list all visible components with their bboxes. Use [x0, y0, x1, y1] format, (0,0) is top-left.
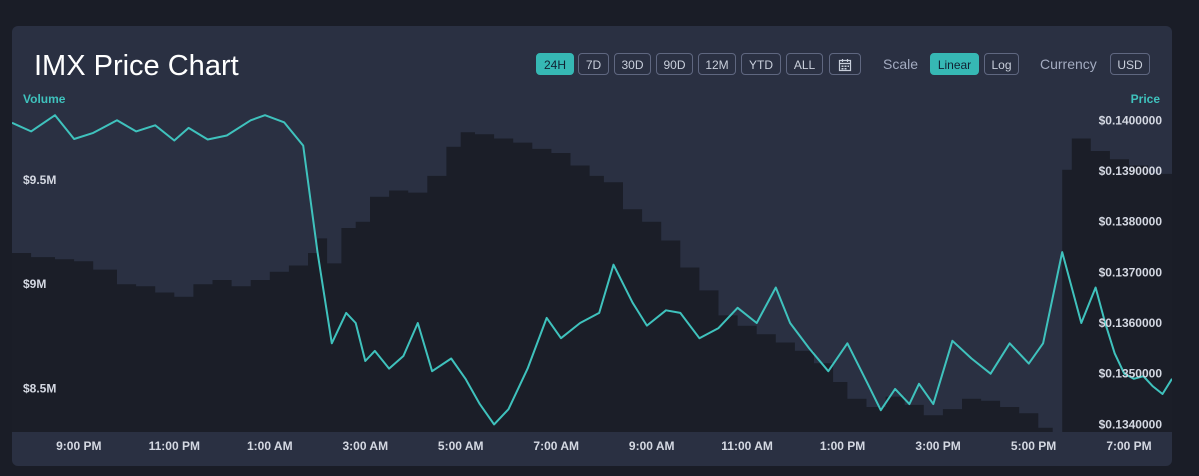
- x-tick-label: 3:00 PM: [915, 439, 960, 453]
- x-tick-label: 7:00 PM: [1106, 439, 1151, 453]
- range-24h-button[interactable]: 24H: [536, 53, 574, 75]
- x-tick-label: 9:00 AM: [629, 439, 675, 453]
- volume-tick-label: $9M: [23, 277, 46, 291]
- price-line: [12, 114, 1172, 426]
- x-tick-label: 3:00 AM: [343, 439, 389, 453]
- volume-tick-label: $9.5M: [23, 173, 56, 187]
- price-tick-labels: $0.1400000 $0.1390000 $0.1380000 $0.1370000…: [1099, 113, 1163, 431]
- price-tick-label: $0.1400000: [1099, 113, 1163, 127]
- price-tick-label: $0.1390000: [1099, 164, 1163, 178]
- price-line-layer: [12, 114, 1172, 426]
- x-tick-label: 11:00 PM: [149, 439, 200, 453]
- price-axis-title: Price: [1130, 92, 1160, 106]
- volume-area: [12, 132, 1172, 432]
- price-tick-label: $0.1350000: [1099, 367, 1163, 381]
- chart-title: IMX Price Chart: [34, 50, 239, 82]
- x-tick-label: 7:00 AM: [533, 439, 579, 453]
- volume-axis-title: Volume: [23, 92, 66, 106]
- range-7d-button[interactable]: 7D: [578, 53, 609, 75]
- x-tick-label: 5:00 AM: [438, 439, 484, 453]
- scale-log-button[interactable]: Log: [984, 53, 1019, 75]
- x-tick-labels: 9:00 PM 11:00 PM 1:00 AM 3:00 AM 5:00 AM 7:00…: [56, 439, 1152, 453]
- chart-card: IMX Price Chart 24H 7D 30D 90D 12M YTD A…: [12, 26, 1172, 466]
- range-30d-button[interactable]: 30D: [614, 53, 651, 75]
- x-tick-label: 1:00 PM: [820, 439, 865, 453]
- calendar-button[interactable]: [829, 53, 861, 75]
- price-tick-label: $0.1340000: [1099, 417, 1163, 431]
- price-tick-label: $0.1380000: [1099, 215, 1163, 229]
- volume-tick-label: $8.5M: [23, 381, 56, 395]
- scale-label: Scale: [883, 56, 919, 72]
- range-all-button[interactable]: ALL: [786, 53, 823, 75]
- currency-usd-button[interactable]: USD: [1110, 53, 1150, 75]
- calendar-icon: [838, 59, 852, 72]
- x-tick-label: 9:00 PM: [56, 439, 101, 453]
- range-ytd-button[interactable]: YTD: [741, 53, 781, 75]
- x-tick-label: 1:00 AM: [247, 439, 293, 453]
- range-12m-button[interactable]: 12M: [698, 53, 736, 75]
- price-tick-label: $0.1360000: [1099, 316, 1163, 330]
- currency-label: Currency: [1040, 56, 1097, 72]
- range-90d-button[interactable]: 90D: [656, 53, 693, 75]
- price-volume-chart: $9.5M $9M $8.5M $0.1400000 $0.1390000 $0.138…: [12, 113, 1172, 453]
- x-tick-label: 11:00 AM: [721, 439, 773, 453]
- volume-area-layer: [12, 132, 1172, 432]
- scale-linear-button[interactable]: Linear: [930, 53, 979, 75]
- volume-tick-labels: $9.5M $9M $8.5M: [23, 173, 56, 395]
- x-tick-label: 5:00 PM: [1011, 439, 1056, 453]
- price-tick-label: $0.1370000: [1099, 265, 1163, 279]
